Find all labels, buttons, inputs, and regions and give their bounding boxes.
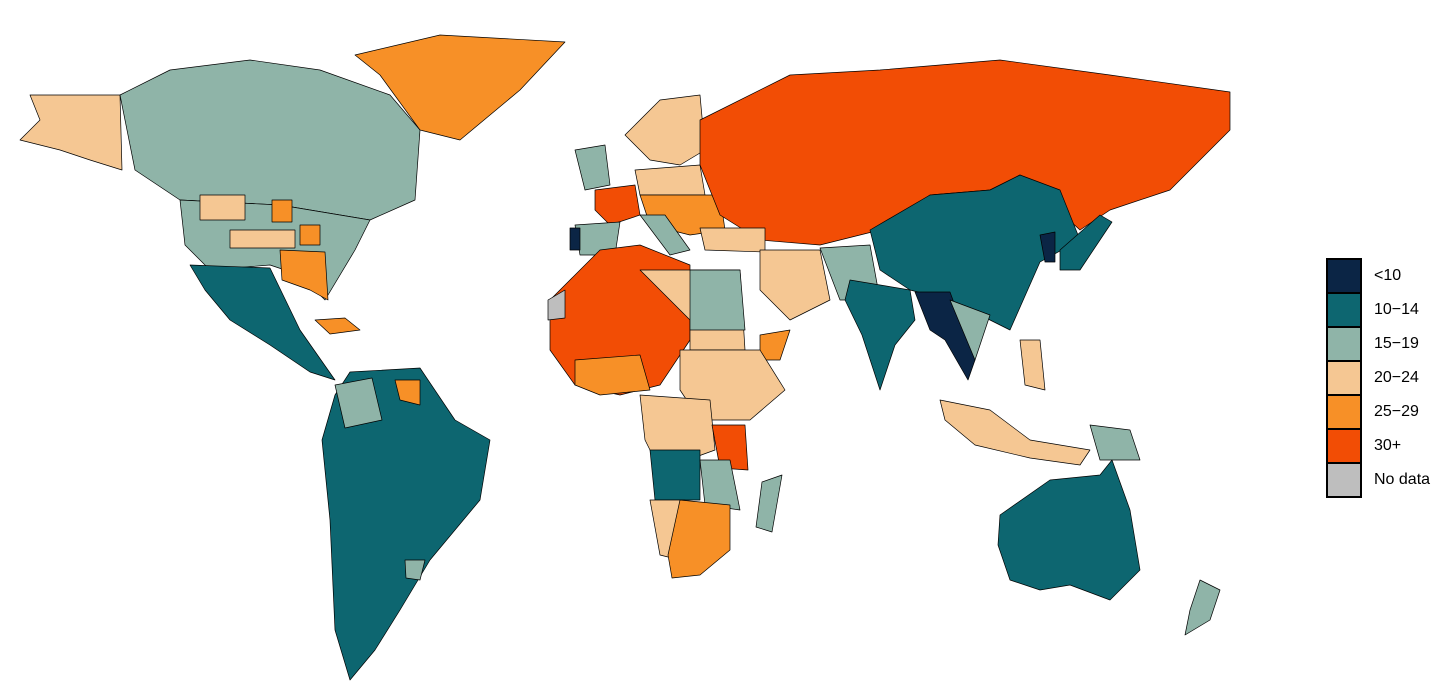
region: [271, 199, 293, 223]
region: [569, 227, 581, 251]
region: [624, 94, 706, 166]
region: [949, 299, 991, 361]
region: [279, 249, 329, 301]
region: [19, 94, 123, 171]
region: [189, 264, 336, 381]
region: [755, 474, 783, 533]
region: [639, 214, 691, 256]
region: [759, 249, 831, 321]
region: [321, 367, 491, 681]
region: [699, 459, 741, 511]
region: [404, 559, 426, 581]
region: [914, 291, 976, 381]
region: [334, 377, 383, 429]
region: [574, 354, 651, 396]
legend-swatch: [1326, 428, 1362, 464]
region: [689, 269, 746, 331]
legend-label: 30+: [1374, 437, 1401, 454]
region: [711, 424, 749, 471]
region: [574, 144, 611, 191]
region: [997, 459, 1141, 601]
legend-label: No data: [1374, 471, 1430, 488]
region: [299, 224, 321, 246]
legend-swatch: [1326, 360, 1362, 396]
legend-swatch: [1326, 462, 1362, 498]
region: [939, 399, 1091, 466]
region: [634, 164, 706, 196]
legend-label: <10: [1374, 267, 1401, 284]
region: [1184, 579, 1221, 636]
legend-label: 25−29: [1374, 403, 1419, 420]
legend-swatch: [1326, 292, 1362, 328]
region: [119, 59, 421, 221]
region: [844, 279, 916, 391]
region: [649, 449, 701, 501]
region: [547, 289, 566, 321]
legend-swatch: [1326, 258, 1362, 294]
region: [1019, 339, 1046, 391]
region: [594, 184, 641, 226]
region: [1089, 424, 1141, 461]
legend: <10 10−14 15−19 20−24 25−29 30+ No data: [1326, 258, 1430, 498]
region: [199, 194, 246, 221]
region: [1059, 214, 1113, 271]
region: [229, 229, 296, 249]
region: [1039, 231, 1056, 263]
region: [394, 379, 421, 406]
world-map: [19, 34, 1231, 681]
legend-label: 15−19: [1374, 335, 1419, 352]
region: [354, 34, 566, 141]
region: [667, 499, 731, 579]
legend-swatch: [1326, 326, 1362, 362]
legend-label: 20−24: [1374, 369, 1419, 386]
region: [699, 227, 766, 253]
region: [314, 317, 361, 335]
region: [759, 329, 791, 361]
legend-label: 10−14: [1374, 301, 1419, 318]
legend-swatch: [1326, 394, 1362, 430]
